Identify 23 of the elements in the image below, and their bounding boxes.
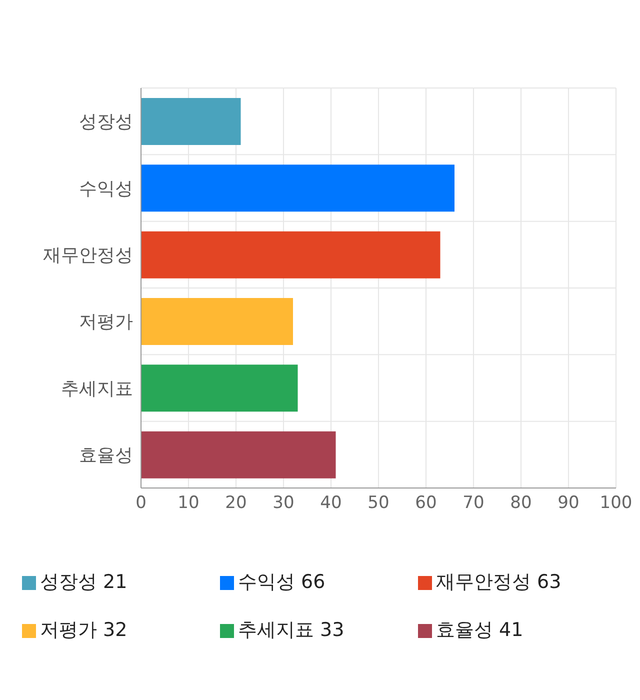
y-tick-label: 저평가 <box>79 312 133 333</box>
x-tick-label: 10 <box>178 493 200 514</box>
x-tick-label: 60 <box>415 493 437 514</box>
legend-label: 저평가 32 <box>40 618 128 643</box>
legend-label: 수익성 66 <box>238 570 326 595</box>
x-tick-label: 100 <box>600 493 632 514</box>
x-tick-label: 50 <box>368 493 390 514</box>
legend-label: 재무안정성 63 <box>436 570 562 595</box>
y-tick-label: 재무안정성 <box>43 245 133 266</box>
y-tick-label: 추세지표 <box>61 378 133 400</box>
x-tick-label: 0 <box>136 493 146 514</box>
y-tick-label: 수익성 <box>79 178 133 200</box>
x-tick-label: 70 <box>462 493 484 514</box>
x-tick-label: 90 <box>558 493 580 514</box>
legend-label: 효율성 41 <box>436 618 524 643</box>
x-tick-label: 20 <box>225 493 247 514</box>
y-tick-label: 성장성 <box>79 112 133 133</box>
y-tick-label: 효율성 <box>79 445 133 466</box>
x-tick-label: 30 <box>272 493 294 514</box>
x-tick-label: 80 <box>510 493 532 514</box>
legend-label: 성장성 21 <box>40 570 128 595</box>
x-tick-label: 40 <box>320 493 342 514</box>
legend-label: 추세지표 33 <box>238 618 346 643</box>
